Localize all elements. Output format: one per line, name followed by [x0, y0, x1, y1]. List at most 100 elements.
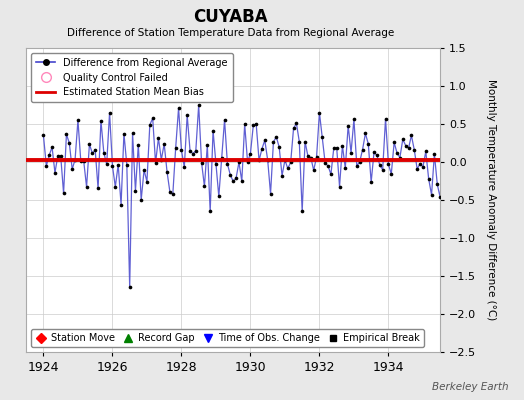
Point [358, 146, 367, 153]
Point [189, 150, 197, 157]
Point [51, 170, 59, 176]
Point [212, 160, 220, 167]
Point [131, 188, 139, 194]
Point [108, 162, 117, 169]
Point [396, 154, 404, 161]
Point [312, 154, 321, 160]
Point [53, 153, 62, 159]
Point [283, 165, 292, 172]
Point [114, 161, 123, 168]
Point [278, 172, 286, 179]
Point [68, 166, 77, 172]
Point [111, 184, 119, 190]
Point [416, 160, 424, 167]
Point [91, 147, 100, 153]
Point [80, 158, 88, 164]
Point [103, 161, 111, 167]
Point [405, 145, 413, 152]
Point [269, 139, 278, 145]
Point [229, 178, 237, 184]
Point [330, 145, 338, 151]
Point [123, 162, 131, 168]
Point [378, 166, 387, 173]
Point [203, 142, 212, 148]
Point [287, 159, 295, 166]
Y-axis label: Monthly Temperature Anomaly Difference (°C): Monthly Temperature Anomaly Difference (… [486, 79, 496, 321]
Point [428, 192, 436, 198]
Point [252, 121, 260, 127]
Point [94, 185, 102, 192]
Point [332, 144, 341, 151]
Point [304, 153, 312, 159]
Point [439, 145, 447, 151]
Point [134, 141, 143, 148]
Point [217, 155, 226, 161]
Point [192, 147, 200, 154]
Point [376, 162, 384, 168]
Point [160, 141, 168, 147]
Point [315, 110, 324, 116]
Point [97, 118, 105, 124]
Point [430, 151, 439, 157]
Point [171, 144, 180, 151]
Point [237, 178, 246, 184]
Point [65, 140, 73, 146]
Point [444, 142, 453, 148]
Point [410, 147, 419, 153]
Point [264, 157, 272, 163]
Point [57, 153, 65, 159]
Point [140, 167, 148, 173]
Point [74, 117, 82, 123]
Point [143, 178, 151, 185]
Point [157, 156, 166, 163]
Point [183, 112, 191, 118]
Point [77, 158, 85, 165]
Point [209, 127, 217, 134]
Point [353, 162, 361, 169]
Point [137, 197, 145, 203]
Text: Berkeley Earth: Berkeley Earth [432, 382, 508, 392]
Point [381, 116, 390, 122]
Point [442, 168, 450, 174]
Point [255, 157, 263, 164]
Point [48, 144, 56, 150]
Point [180, 164, 189, 170]
Point [148, 115, 157, 122]
Point [120, 130, 128, 137]
Point [327, 171, 335, 178]
Point [289, 125, 298, 132]
Point [275, 144, 283, 150]
Point [169, 191, 177, 198]
Point [433, 181, 442, 188]
Point [424, 176, 433, 182]
Point [243, 159, 252, 165]
Point [310, 167, 318, 174]
Point [450, 176, 458, 183]
Point [223, 161, 232, 167]
Point [399, 136, 407, 142]
Point [307, 154, 315, 161]
Point [281, 157, 289, 163]
Point [62, 131, 71, 138]
Point [154, 135, 162, 141]
Point [232, 175, 240, 182]
Point [260, 137, 269, 144]
Point [85, 141, 94, 147]
Point [422, 148, 430, 155]
Point [347, 149, 355, 156]
Point [370, 149, 378, 155]
Point [151, 160, 160, 166]
Point [105, 110, 114, 116]
Point [71, 156, 79, 163]
Point [100, 150, 108, 156]
Text: CUYABA: CUYABA [193, 8, 268, 26]
Point [163, 169, 171, 175]
Point [59, 190, 68, 196]
Point [350, 116, 358, 122]
Text: Difference of Station Temperature Data from Regional Average: Difference of Station Temperature Data f… [67, 28, 394, 38]
Point [194, 102, 203, 108]
Point [206, 208, 214, 214]
Point [338, 142, 346, 149]
Point [125, 284, 134, 290]
Point [301, 138, 309, 145]
